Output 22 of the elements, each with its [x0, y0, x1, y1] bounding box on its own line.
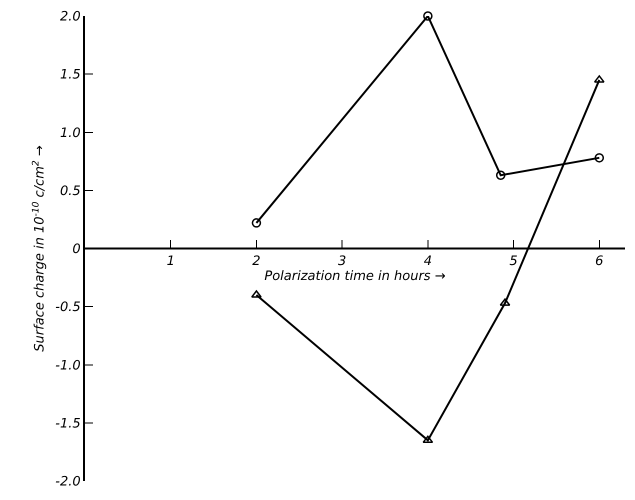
y-tick-label: 1.5	[60, 68, 81, 83]
x-tick-label: 2	[252, 254, 261, 269]
point	[594, 153, 604, 163]
y-tick-label: 1.0	[60, 126, 81, 141]
point	[252, 218, 262, 228]
point	[423, 11, 433, 21]
x-tick-label: 5	[509, 254, 518, 269]
y-tick-label: 0	[72, 242, 81, 258]
y-tick-label: 2.0	[60, 10, 81, 25]
point	[251, 290, 262, 298]
y-tick-label: -2.0	[55, 474, 81, 490]
x-axis-title: Polarization time in hours →	[264, 268, 446, 284]
y-tick-label: -0.5	[55, 300, 81, 316]
x-tick-label: 4	[424, 254, 432, 269]
y-tick-label: -1.0	[55, 358, 81, 374]
point	[500, 298, 510, 306]
x-tick-label: 6	[595, 254, 604, 269]
y-tick-label: -1.5	[55, 416, 81, 432]
point	[496, 170, 506, 180]
y-tick-label: 0.5	[60, 184, 81, 199]
x-tick-label: 3	[338, 254, 346, 269]
x-tick-label: 1	[166, 254, 175, 269]
